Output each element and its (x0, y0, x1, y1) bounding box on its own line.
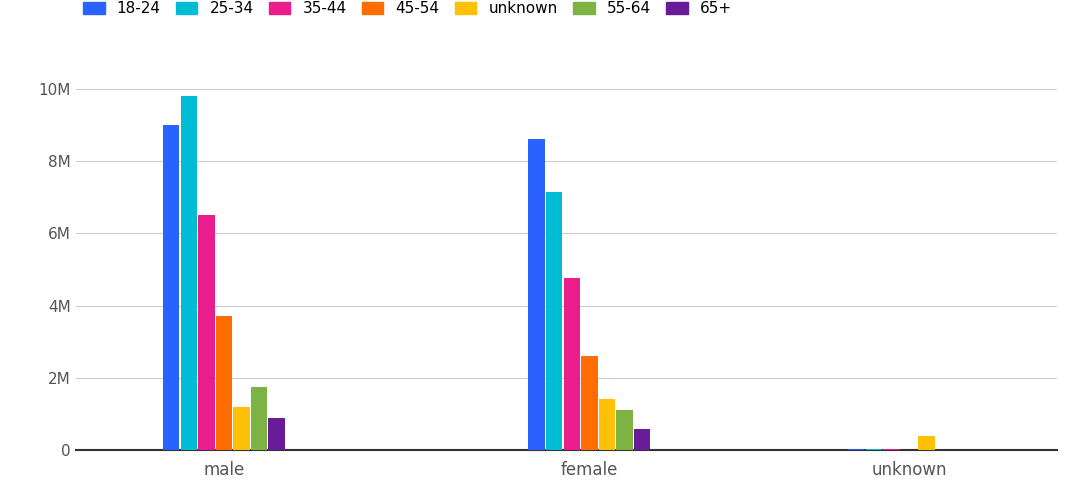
Bar (599, 400, 615, 450)
Bar (269, 418, 285, 450)
Bar (529, 140, 545, 450)
Bar (865, 449, 882, 450)
Bar (180, 96, 197, 450)
Bar (582, 356, 598, 450)
Bar (163, 125, 179, 450)
Bar (563, 278, 579, 450)
Bar (233, 406, 249, 450)
Bar (633, 429, 651, 450)
Bar (918, 436, 934, 450)
Bar (546, 192, 562, 450)
Bar (848, 449, 864, 450)
Bar (216, 316, 232, 450)
Bar (251, 387, 268, 450)
Bar (616, 410, 632, 450)
Bar (199, 216, 215, 450)
Legend: 18-24, 25-34, 35-44, 45-54, unknown, 55-64, 65+: 18-24, 25-34, 35-44, 45-54, unknown, 55-… (83, 2, 732, 16)
